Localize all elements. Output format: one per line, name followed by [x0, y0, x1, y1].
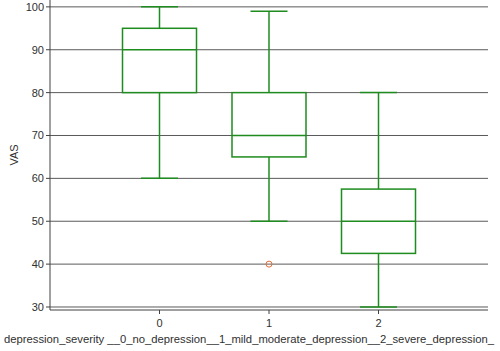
y-axis	[50, 0, 51, 310]
grid-line	[50, 306, 488, 307]
upper-whisker	[159, 7, 161, 28]
y-tick	[46, 92, 50, 93]
grid-line	[50, 221, 488, 222]
box	[123, 28, 197, 92]
grid-line	[50, 6, 488, 7]
median	[342, 220, 416, 222]
x-tick	[269, 310, 270, 314]
y-tick-label: 80	[32, 87, 44, 99]
grid-line	[50, 264, 488, 265]
y-tick	[46, 178, 50, 179]
x-tick-label: 2	[375, 317, 381, 329]
lower-whisker	[268, 157, 270, 221]
y-tick	[46, 306, 50, 307]
min-cap	[360, 306, 397, 308]
box	[232, 93, 306, 157]
y-tick-label: 90	[32, 44, 44, 56]
median	[123, 49, 197, 51]
median	[232, 135, 306, 137]
lower-whisker	[159, 93, 161, 179]
lower-whisker	[378, 253, 380, 307]
x-tick	[378, 310, 379, 314]
min-cap	[141, 178, 178, 180]
y-tick-label: 100	[26, 1, 44, 13]
y-tick-label: 40	[32, 258, 44, 270]
boxes	[123, 7, 416, 307]
x-tick-label: 1	[266, 317, 272, 329]
x-tick-label: 0	[156, 317, 162, 329]
grid-line	[50, 135, 488, 136]
y-tick-label: 70	[32, 129, 44, 141]
max-cap	[360, 92, 397, 94]
upper-whisker	[268, 11, 270, 92]
min-cap	[251, 220, 288, 222]
max-cap	[251, 10, 288, 12]
max-cap	[141, 6, 178, 8]
x-axis-label: depression_severity __0_no_depression__1…	[4, 333, 494, 345]
box-group	[123, 7, 197, 179]
box	[342, 189, 416, 253]
y-tick	[46, 135, 50, 136]
chart: 30 40 50 60 70 80 90 100 0 1 2 VAS depression_severi…	[0, 0, 500, 351]
y-tick-label: 60	[32, 172, 44, 184]
box-group	[342, 93, 416, 307]
upper-whisker	[378, 93, 380, 189]
outlier	[266, 261, 272, 267]
y-tick-label: 50	[32, 215, 44, 227]
y-tick	[46, 221, 50, 222]
y-tick	[46, 264, 50, 265]
y-tick	[46, 6, 50, 7]
y-tick	[46, 49, 50, 50]
y-axis-label: VAS	[8, 144, 20, 165]
y-tick-label: 30	[32, 301, 44, 313]
box-group	[232, 11, 306, 267]
x-tick	[159, 310, 160, 314]
